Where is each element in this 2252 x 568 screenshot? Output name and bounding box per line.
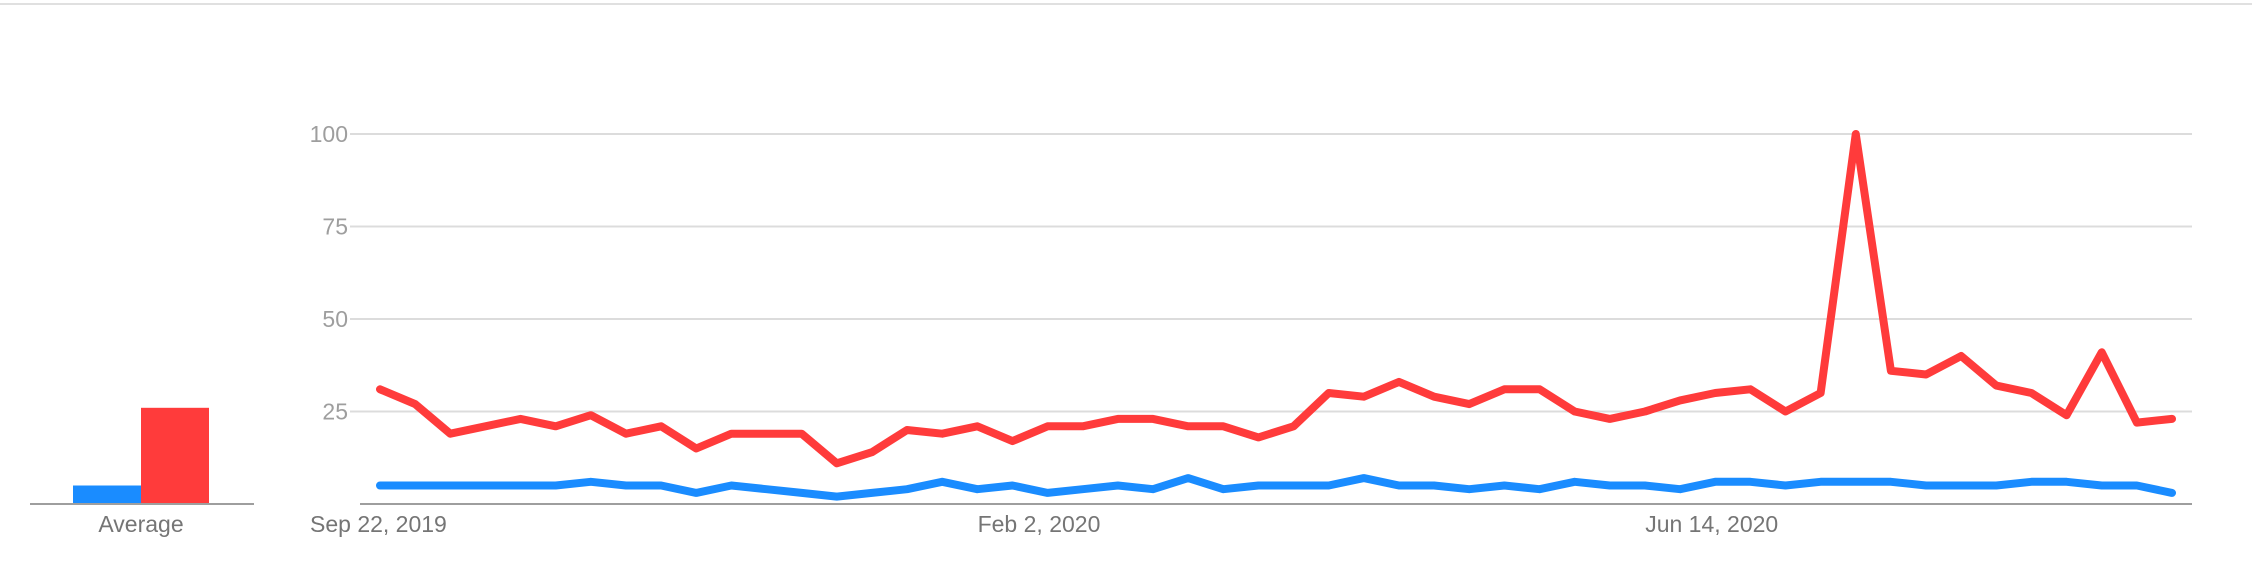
y-tick-label: 75	[322, 214, 348, 240]
average-bar-series-2[interactable]	[141, 407, 209, 504]
y-tick-label: 25	[322, 399, 348, 425]
x-tick-label: Jun 14, 2020	[1645, 511, 1778, 537]
gridlines	[350, 133, 2192, 505]
plot-area: 25 50 75 100 Sep 22, 2019 Feb 2, 2020 Jun 14,…	[310, 121, 2192, 537]
series-points	[376, 130, 2176, 501]
y-tick-label: 100	[310, 121, 348, 147]
x-tick-label: Feb 2, 2020	[978, 511, 1101, 537]
average-label: Average	[98, 511, 183, 537]
y-tick-label: 50	[322, 306, 348, 332]
series-lines	[376, 130, 2176, 501]
x-axis-ticks: Sep 22, 2019 Feb 2, 2020 Jun 14, 2020	[310, 511, 1778, 537]
x-tick-label: Sep 22, 2019	[310, 511, 447, 537]
average-panel: Average	[30, 407, 254, 537]
average-bar-series-1[interactable]	[73, 485, 141, 505]
series-2-line[interactable]	[376, 130, 2176, 468]
series-1-line[interactable]	[376, 474, 2176, 501]
y-axis-ticks: 25 50 75 100	[310, 121, 348, 425]
